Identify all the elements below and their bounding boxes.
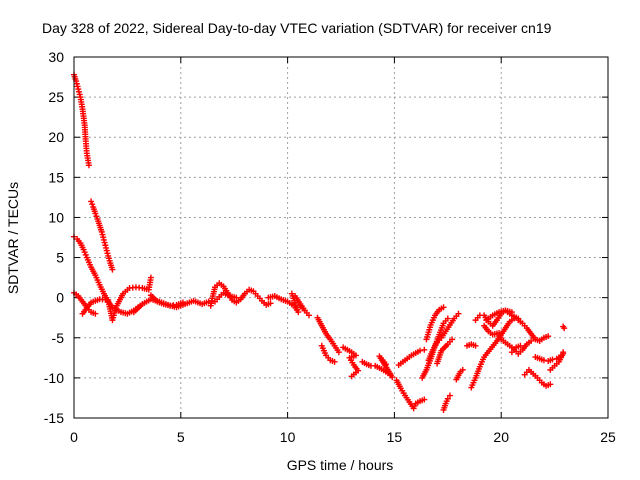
data-point	[85, 162, 92, 169]
data-point	[147, 274, 154, 281]
data-point	[417, 347, 424, 354]
y-tick-label: 0	[56, 290, 64, 306]
data-point	[455, 310, 462, 317]
x-axis-label: GPS time / hours	[287, 457, 394, 473]
data-point	[560, 349, 567, 356]
data-point	[444, 315, 451, 322]
y-tick-label: 20	[48, 129, 64, 145]
grid-lines	[74, 57, 608, 418]
data-point	[508, 309, 515, 316]
data-point	[305, 312, 312, 319]
data-point	[89, 201, 96, 208]
data-point	[331, 358, 338, 365]
axis-ticks: 0 5 10 15 20 25 -15 -10 -5 0 5 10 15 20 25 30	[44, 49, 616, 445]
data-point	[549, 356, 556, 363]
y-tick-label: 15	[48, 169, 64, 185]
data-point	[421, 396, 428, 403]
data-point	[540, 357, 547, 364]
x-tick-label: 0	[70, 429, 78, 445]
x-tick-label: 20	[493, 429, 509, 445]
y-tick-label: -5	[52, 330, 65, 346]
data-point	[88, 198, 95, 205]
data-point	[93, 213, 100, 220]
chart-title: Day 328 of 2022, Sidereal Day-to-day VTE…	[42, 20, 552, 36]
y-tick-label: -15	[44, 410, 64, 426]
data-point	[528, 337, 535, 344]
data-point	[92, 310, 99, 317]
data-point	[459, 366, 466, 373]
data-point	[233, 294, 240, 301]
data-point	[288, 290, 295, 297]
y-tick-label: 10	[48, 209, 64, 225]
data-point	[446, 392, 453, 399]
y-tick-label: 30	[48, 49, 64, 65]
y-axis-label: SDTVAR / TECUs	[5, 182, 21, 294]
y-tick-label: 5	[56, 250, 64, 266]
plot-frame	[73, 56, 609, 419]
data-point	[545, 333, 552, 340]
data-point	[444, 395, 451, 402]
data-point	[348, 373, 355, 380]
data-point	[517, 342, 524, 349]
data-point	[547, 381, 554, 388]
x-tick-label: 15	[387, 429, 403, 445]
y-tick-label: 25	[48, 89, 64, 105]
data-point	[472, 342, 479, 349]
x-tick-label: 5	[177, 429, 185, 445]
data-point	[382, 361, 389, 368]
data-points	[71, 71, 568, 413]
data-point	[335, 349, 342, 356]
data-point	[421, 346, 428, 353]
data-point	[440, 304, 447, 311]
x-tick-label: 10	[280, 429, 296, 445]
data-point	[267, 300, 274, 307]
data-point	[449, 336, 456, 343]
data-point	[92, 210, 99, 217]
x-tick-label: 25	[600, 429, 616, 445]
y-tick-label: -10	[44, 370, 64, 386]
data-point	[559, 352, 566, 359]
data-point	[109, 266, 116, 273]
data-point	[179, 299, 186, 306]
data-point	[561, 325, 568, 332]
